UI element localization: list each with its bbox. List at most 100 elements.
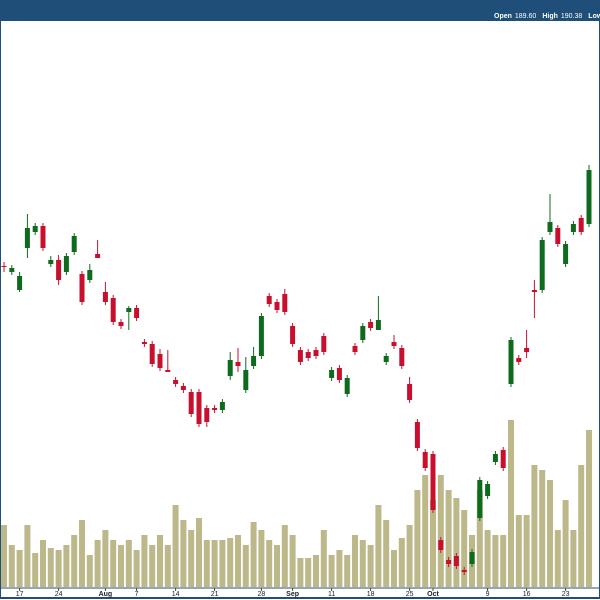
candle-body (9, 268, 15, 272)
candle-body (63, 256, 69, 272)
candle-body (188, 392, 194, 414)
candle-body (391, 342, 397, 346)
candle-body (126, 308, 132, 312)
volume-bar (125, 540, 132, 587)
header-label: Open (494, 13, 512, 20)
candle-body (251, 356, 257, 366)
candle-body (485, 484, 491, 496)
candle-body (110, 298, 116, 322)
volume-bar (102, 530, 109, 587)
x-tick-label: 28 (258, 591, 266, 598)
x-tick-label: Sep (286, 591, 299, 598)
volume-bar (211, 540, 218, 587)
volume-bar (492, 535, 499, 587)
volume-bar (508, 420, 514, 587)
x-tick-label: 21 (211, 591, 219, 598)
volume-bar (523, 515, 530, 587)
volume-bar (180, 520, 187, 587)
volume-bar (578, 465, 585, 587)
candle-body (446, 560, 452, 564)
volume-bar (414, 490, 421, 587)
volume-bar (172, 505, 179, 587)
x-tick-label: 25 (406, 591, 414, 598)
volume-bar (47, 548, 54, 587)
volume-bar (110, 540, 117, 587)
x-tick-label: Aug (99, 591, 113, 598)
candle-body (321, 336, 327, 352)
candle-body (508, 340, 514, 384)
header-value: 190.38 (561, 13, 583, 20)
volume-bar (476, 490, 483, 587)
candle-body (79, 274, 85, 302)
volume-bar (430, 500, 436, 587)
candle-body (438, 540, 444, 550)
candle-body (141, 342, 147, 344)
candle-body (492, 454, 498, 462)
volume-bar (118, 545, 124, 587)
candle-body (282, 294, 288, 312)
volume-bar (406, 525, 413, 587)
header-items: Open 189.60 High 190.38 Low (494, 13, 600, 20)
volume-bar (570, 530, 577, 587)
candle-body (368, 322, 374, 328)
candle-body (297, 350, 303, 362)
volume-bar (266, 540, 273, 587)
candle-body (274, 302, 280, 310)
candle-body (547, 222, 553, 232)
volume-bar (16, 550, 23, 587)
candle-body (40, 226, 46, 248)
volume-bar (274, 545, 280, 587)
candle-body (430, 454, 436, 510)
candle-body (313, 350, 319, 356)
candle-body (578, 218, 584, 232)
candle-body (24, 228, 30, 248)
candle-body (329, 370, 335, 378)
volume-bar (227, 538, 234, 587)
volume-bar (453, 498, 460, 587)
volume-bar (320, 530, 327, 587)
volume-bar (398, 538, 405, 587)
x-tick-label: 7 (135, 591, 139, 598)
volume-bar (55, 550, 62, 587)
candle-body (95, 254, 101, 258)
candle-body (1, 266, 7, 267)
candle-body (352, 346, 358, 352)
candle-body (165, 370, 171, 372)
x-tick-label: Oct (427, 591, 439, 598)
volume-bar (258, 530, 265, 587)
x-tick-label: 24 (55, 591, 63, 598)
volume-bar (63, 545, 70, 587)
volume-bar (32, 553, 39, 587)
header-value: 189.60 (515, 13, 537, 20)
volume-bar (281, 525, 288, 587)
candle-body (235, 362, 241, 366)
candle-body (461, 570, 467, 572)
x-tick-label: 11 (328, 591, 335, 598)
volume-bar (250, 522, 257, 587)
volume-bar (203, 540, 210, 587)
candle-body (383, 356, 389, 362)
volume-bar (383, 520, 390, 587)
candle-body (531, 290, 537, 292)
volume-bar (367, 545, 374, 587)
candle-body (375, 320, 381, 330)
candle-body (204, 408, 210, 422)
volume-bar (86, 555, 93, 587)
candle-body (134, 308, 140, 318)
x-tick-label: 16 (523, 591, 531, 598)
volume-bar (305, 558, 312, 587)
volume-bar (1, 525, 7, 587)
candle-body (243, 370, 249, 390)
header-bar (0, 0, 600, 20)
volume-bar (375, 505, 382, 587)
candle-body (469, 552, 475, 564)
candle-body (539, 240, 545, 290)
candle-body (477, 480, 483, 518)
volume-bar (539, 470, 546, 587)
volume-bar (79, 520, 85, 587)
candle-body (407, 384, 413, 400)
volume-bar (8, 545, 15, 587)
volume-bar (94, 540, 101, 587)
volume-bar (352, 535, 358, 587)
